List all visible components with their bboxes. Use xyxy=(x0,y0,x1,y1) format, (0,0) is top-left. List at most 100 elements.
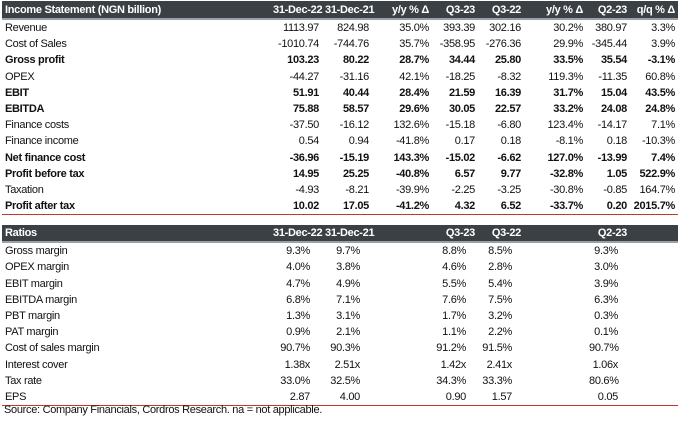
row-label: EBITDA margin xyxy=(5,293,77,306)
cell-value: -358.95 xyxy=(439,38,476,51)
cell-value: 2.1% xyxy=(336,326,360,339)
cell-value: 7.5% xyxy=(488,293,512,306)
cell-value: 6.8% xyxy=(286,293,310,306)
cell-value: 25.25 xyxy=(342,167,369,180)
cell-value: -32.8% xyxy=(549,167,583,180)
cell-value: 33.5% xyxy=(553,54,583,67)
cell-value: 123.4% xyxy=(547,119,583,132)
cell-value: 1.7% xyxy=(442,310,466,323)
ratios-header-row: Ratios 31-Dec-22 31-Dec-21 Q3-23 Q3-22 Q2-23 xyxy=(2,225,678,244)
cell-value xyxy=(630,242,678,259)
column-header: q/q % Δ xyxy=(630,1,678,20)
table-row: Finance income 0.54 0.94 -41.8% 0.17 0.18 -8.1… xyxy=(2,133,678,149)
income-header-row: Income Statement (NGN billion) 31-Dec-22 3… xyxy=(2,1,678,20)
cell-value: 17.05 xyxy=(322,198,372,216)
cell-value: 29.9% xyxy=(553,38,583,51)
row-label: Profit after tax xyxy=(2,198,270,216)
cell-value: 0.05 xyxy=(586,388,630,407)
cell-value: 9.7% xyxy=(336,245,360,258)
table-row: Taxation -4.93 -8.21 -39.9% -2.25 -3.25 -30.8%… xyxy=(2,182,678,198)
row-label: Finance costs xyxy=(5,119,69,132)
income-statement-table: Income Statement (NGN billion) 31-Dec-22 3… xyxy=(2,1,678,216)
table-row: Finance costs -37.50 -16.12 132.6% -15.18 -6.… xyxy=(2,117,678,133)
column-header xyxy=(524,225,586,244)
cell-value xyxy=(372,373,432,389)
cell-value: 16.39 xyxy=(494,86,521,99)
cell-value: 15.04 xyxy=(600,86,627,99)
table-row: Interest cover 1.38x 2.51x 1.42x 2.41x 1.06x xyxy=(2,357,678,373)
cell-value xyxy=(524,292,586,308)
cell-value xyxy=(524,308,586,324)
cell-value: 4.00 xyxy=(322,388,372,407)
row-label: PBT margin xyxy=(5,310,60,323)
row-label: Gross margin xyxy=(5,245,68,258)
column-header: y/y % Δ xyxy=(372,1,432,20)
cell-value: 0.1% xyxy=(594,326,618,339)
cell-value xyxy=(630,308,678,324)
cell-value: 0.54 xyxy=(298,135,320,148)
cell-value: 43.5% xyxy=(645,86,675,99)
cell-value: 8.8% xyxy=(442,245,466,258)
table-row: Net finance cost -36.96 -15.19 143.3% -15.02… xyxy=(2,150,678,166)
cell-value xyxy=(630,324,678,340)
cell-value: 42.1% xyxy=(399,70,429,83)
cell-value xyxy=(524,373,586,389)
row-label: PAT margin xyxy=(5,326,59,339)
column-header: Q2-23 xyxy=(586,225,630,244)
cell-value: 35.54 xyxy=(600,54,627,67)
cell-value xyxy=(524,357,586,373)
cell-value: -15.02 xyxy=(445,151,476,164)
cell-value: 80.22 xyxy=(342,54,369,67)
cell-value: -6.62 xyxy=(497,151,521,164)
cell-value: 2.51x xyxy=(334,358,361,371)
row-label: Interest cover xyxy=(5,358,68,371)
cell-value: 103.23 xyxy=(287,54,319,67)
row-label: Taxation xyxy=(5,183,44,196)
cell-value xyxy=(372,259,432,275)
cell-value xyxy=(372,308,432,324)
cell-value: 28.7% xyxy=(399,54,429,67)
cell-value: 34.3% xyxy=(436,374,466,387)
ratios-title: Ratios xyxy=(2,225,270,244)
table-row: EBIT 51.91 40.44 28.4% 21.59 16.39 31.7% 15.04 4… xyxy=(2,85,678,101)
table-row: Cost of Sales -1010.74 -744.76 35.7% -358.95… xyxy=(2,36,678,52)
column-header: 31-Dec-22 xyxy=(270,225,323,244)
cell-value: 51.91 xyxy=(292,86,319,99)
cell-value: 0.17 xyxy=(454,135,476,148)
cell-value: 21.59 xyxy=(448,86,475,99)
column-header: Q2-23 xyxy=(586,1,630,20)
cell-value: 32.5% xyxy=(330,374,360,387)
cell-value: 3.2% xyxy=(488,310,512,323)
cell-value: 25.80 xyxy=(494,54,521,67)
cell-value xyxy=(524,242,586,259)
cell-value: -744.76 xyxy=(333,38,370,51)
cell-value: 8.5% xyxy=(488,245,512,258)
column-header: Q3-23 xyxy=(432,225,478,244)
table-row: Tax rate 33.0% 32.5% 34.3% 33.3% 80.6% xyxy=(2,373,678,389)
cell-value: -8.1% xyxy=(555,135,584,148)
cell-value: 4.0% xyxy=(286,261,310,274)
cell-value xyxy=(524,324,586,340)
cell-value: 2.8% xyxy=(488,261,512,274)
cell-value: 3.3% xyxy=(651,22,675,35)
cell-value: 34.44 xyxy=(448,54,475,67)
cell-value: 33.0% xyxy=(280,374,310,387)
cell-value: -4.93 xyxy=(295,183,319,196)
ratios-table: Ratios 31-Dec-22 31-Dec-21 Q3-23 Q3-22 Q2-23 … xyxy=(2,225,678,407)
cell-value: 33.2% xyxy=(553,103,583,116)
cell-value: 1.1% xyxy=(442,326,466,339)
cell-value: -8.32 xyxy=(497,70,521,83)
cell-value: 9.77 xyxy=(500,167,522,180)
cell-value: -3.25 xyxy=(497,183,521,196)
cell-value: 35.7% xyxy=(399,38,429,51)
cell-value: 2.2% xyxy=(488,326,512,339)
cell-value xyxy=(372,388,432,407)
cell-value: 3.8% xyxy=(336,261,360,274)
table-row: PAT margin 0.9% 2.1% 1.1% 2.2% 0.1% xyxy=(2,324,678,340)
cell-value: 143.3% xyxy=(393,151,429,164)
cell-value: -41.2% xyxy=(372,198,432,216)
cell-value xyxy=(630,340,678,356)
cell-value: 0.18 xyxy=(606,135,628,148)
cell-value xyxy=(372,324,432,340)
cell-value: -16.12 xyxy=(339,119,370,132)
